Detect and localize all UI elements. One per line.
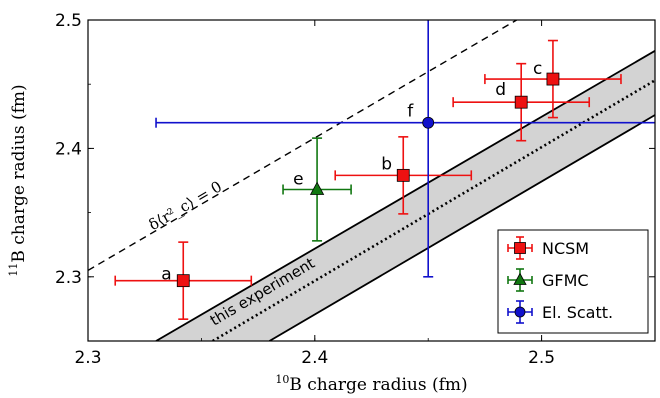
square-marker bbox=[396, 168, 410, 182]
square-marker bbox=[514, 95, 528, 109]
data-point-e bbox=[282, 137, 352, 242]
point-label-a: a bbox=[161, 265, 171, 285]
y-axis-label: 11B charge radius (fm) bbox=[7, 84, 29, 276]
y-axis-label-main: B charge radius (fm) bbox=[9, 84, 29, 262]
zero-line-label: δ⟨r²_c⟩ = 0 bbox=[146, 177, 225, 234]
legend-square-marker bbox=[514, 242, 526, 254]
band-center-line bbox=[212, 79, 655, 341]
x-axis-label-main: B charge radius (fm) bbox=[289, 375, 467, 395]
band-lower-line bbox=[268, 114, 655, 341]
triangle-marker bbox=[309, 181, 325, 195]
legend-label: NCSM bbox=[542, 239, 589, 258]
plot-frame bbox=[87, 19, 656, 342]
point-label-d: d bbox=[495, 80, 506, 100]
legend-entry-0: NCSM bbox=[507, 236, 589, 260]
zero-line bbox=[88, 20, 518, 271]
y-axis-label-sup: 11 bbox=[7, 263, 20, 277]
legend-label: El. Scatt. bbox=[542, 303, 613, 322]
x-tick-label: 2.5 bbox=[528, 348, 555, 368]
y-tick-label: 2.3 bbox=[55, 268, 82, 288]
point-label-b: b bbox=[381, 154, 392, 174]
y-tick-label: 2.5 bbox=[55, 11, 82, 31]
legend-circle-marker bbox=[514, 306, 526, 318]
point-label-c: c bbox=[533, 59, 542, 79]
point-label-f: f bbox=[407, 102, 414, 122]
legend-label: GFMC bbox=[542, 271, 589, 290]
data-point-c bbox=[484, 39, 622, 119]
x-axis-label-sup: 10 bbox=[275, 373, 289, 386]
y-tick-label: 2.4 bbox=[55, 139, 82, 159]
data-point-f bbox=[155, 20, 655, 278]
data-point-b bbox=[334, 136, 473, 215]
data-point-d bbox=[452, 62, 591, 142]
band-upper-line bbox=[155, 50, 655, 341]
x-tick-label: 2.4 bbox=[301, 348, 328, 368]
point-label-e: e bbox=[293, 169, 303, 189]
legend-triangle-marker bbox=[513, 272, 527, 285]
square-marker bbox=[176, 274, 190, 288]
circle-marker bbox=[422, 116, 435, 129]
legend-entry-1: GFMC bbox=[507, 268, 589, 292]
square-marker bbox=[546, 72, 560, 86]
x-axis-label: 10B charge radius (fm) bbox=[275, 373, 467, 395]
x-tick-label: 2.3 bbox=[74, 348, 101, 368]
legend-entry-2: El. Scatt. bbox=[507, 300, 613, 324]
data-point-a bbox=[114, 241, 253, 320]
